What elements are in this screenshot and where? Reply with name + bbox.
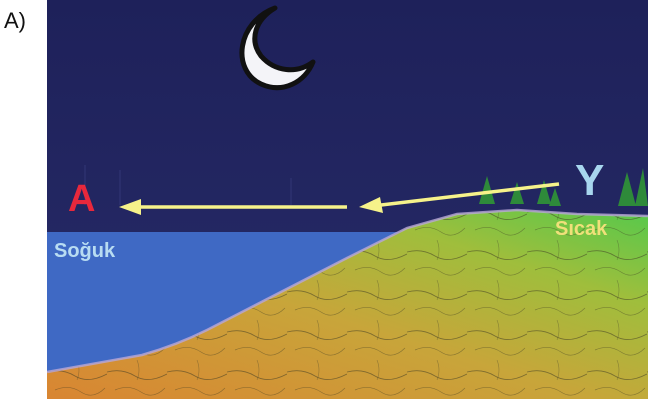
warm-label: Sıcak — [555, 218, 608, 240]
moon-icon — [239, 5, 316, 91]
land — [47, 208, 648, 399]
arrow-icon — [119, 182, 560, 215]
panel-label: A) — [4, 8, 26, 33]
tree-icon — [479, 168, 648, 206]
cold-label: Soğuk — [54, 240, 116, 262]
low-pressure-label: Y — [575, 156, 605, 205]
diagram-canvas — [47, 0, 648, 399]
land-sea-breeze-diagram: A Y Soğuk Sıcak — [47, 0, 648, 399]
high-pressure-label: A — [68, 178, 96, 220]
sky-streaks — [84, 165, 292, 205]
